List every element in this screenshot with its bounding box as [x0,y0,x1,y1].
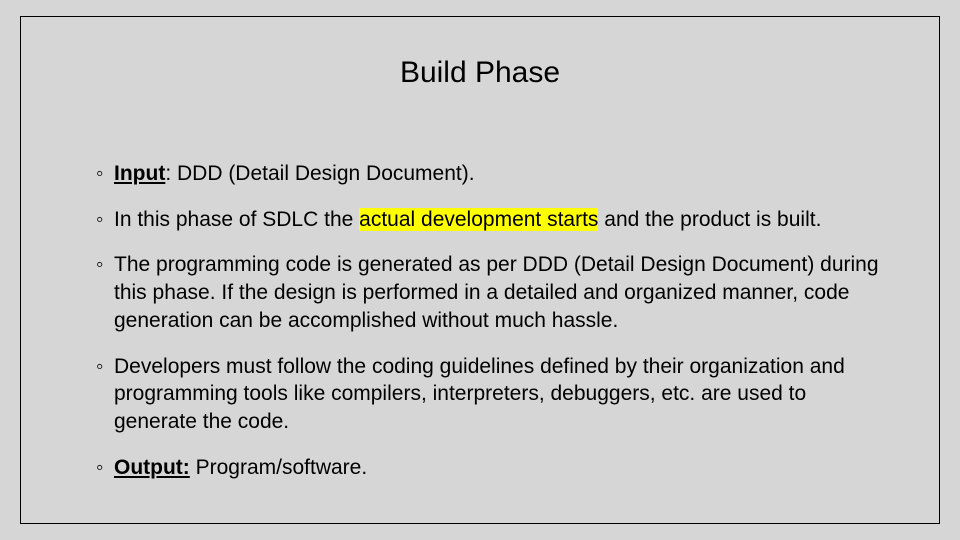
bullet-guidelines: Developers must follow the coding guidel… [96,353,880,436]
input-rest: : DDD (Detail Design Document). [165,162,474,185]
slide-content: Input: DDD (Detail Design Document). In … [96,160,880,499]
phase-highlight: actual development starts [359,208,598,231]
phase-post: and the product is built. [598,208,821,231]
output-label: Output: [114,456,190,479]
bullet-output: Output: Program/software. [96,454,880,482]
bullet-input: Input: DDD (Detail Design Document). [96,160,880,188]
bullet-phase: In this phase of SDLC the actual develop… [96,206,880,234]
slide-title: Build Phase [0,56,960,90]
input-label: Input [114,162,165,185]
bullet-code-gen: The programming code is generated as per… [96,251,880,334]
output-rest: Program/software. [190,456,367,479]
phase-pre: In this phase of SDLC the [114,208,359,231]
